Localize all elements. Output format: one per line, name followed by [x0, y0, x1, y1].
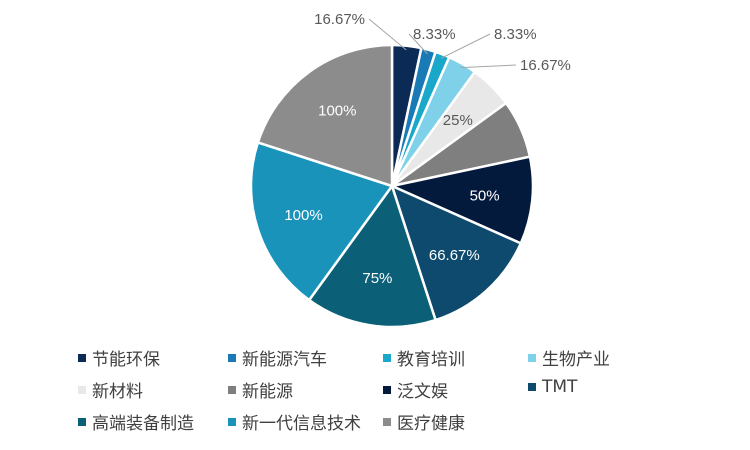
pie-slice-9 — [307, 183, 438, 329]
legend-item: 新材料 — [78, 377, 143, 402]
legend-item: 高端装备制造 — [78, 409, 194, 434]
legend-item: 新一代信息技术 — [228, 409, 361, 434]
legend-swatch — [228, 385, 236, 394]
legend-label: 泛文娱 — [397, 382, 448, 402]
slice-data-label: 75% — [362, 270, 392, 287]
legend-swatch — [78, 353, 86, 362]
slice-data-label: 25% — [443, 112, 473, 129]
legend-swatch — [228, 353, 236, 362]
legend-label: 高端装备制造 — [92, 414, 194, 434]
leader-line — [440, 33, 491, 59]
pie-slice-11 — [256, 43, 394, 188]
pie-slice-7 — [387, 155, 535, 245]
legend-swatch — [78, 385, 86, 394]
legend-label: 新能源 — [242, 382, 293, 402]
slice-data-label: 50% — [470, 188, 500, 205]
pie-slice-8 — [389, 183, 523, 322]
legend-item: 生物产业 — [528, 345, 610, 370]
legend-item: 泛文娱 — [383, 377, 448, 402]
pie-slice-10 — [249, 140, 395, 302]
legend-label: 节能环保 — [92, 350, 160, 370]
legend-label: 新能源汽车 — [242, 350, 327, 370]
legend-label: 医疗健康 — [397, 414, 465, 434]
legend-label: 新一代信息技术 — [242, 414, 361, 434]
legend-swatch — [383, 417, 391, 426]
legend-swatch — [228, 417, 236, 426]
legend-label: TMT — [542, 377, 578, 397]
slice-data-label: 16.67% — [520, 57, 571, 74]
legend-item: 节能环保 — [78, 345, 160, 370]
legend-swatch — [528, 353, 536, 362]
slice-data-label: 16.67% — [314, 11, 365, 28]
legend-item: 新能源汽车 — [228, 345, 327, 370]
legend-swatch — [528, 383, 536, 391]
legend-swatch — [383, 385, 391, 394]
leader-line — [408, 33, 428, 55]
leader-line — [368, 18, 407, 51]
slice-data-label: 66.67% — [429, 247, 480, 264]
slice-data-label: 100% — [318, 103, 356, 120]
legend-swatch — [383, 353, 391, 362]
legend-label: 新材料 — [92, 382, 143, 402]
legend-item: 教育培训 — [383, 345, 465, 370]
legend-item: 医疗健康 — [383, 409, 465, 434]
slice-data-label: 100% — [284, 207, 322, 224]
legend-label: 生物产业 — [542, 350, 610, 370]
slice-data-label: 8.33% — [494, 26, 537, 43]
legend-label: 教育培训 — [397, 350, 465, 370]
legend-item: TMT — [528, 377, 577, 397]
leader-line — [460, 64, 517, 69]
legend-swatch — [78, 417, 86, 426]
slice-data-label: 8.33% — [413, 26, 456, 43]
legend-item: 新能源 — [228, 377, 293, 402]
